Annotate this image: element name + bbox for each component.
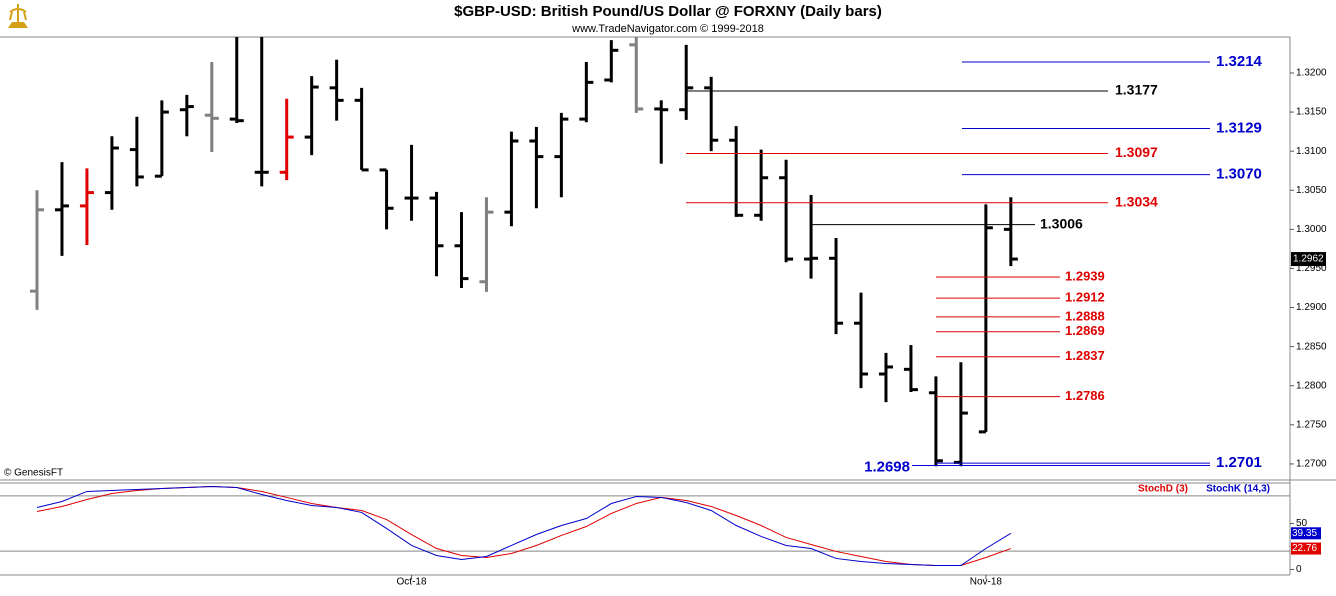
y-tick-label: 1.2950 <box>1296 263 1327 274</box>
last-value-label: 39.35 <box>1292 528 1317 539</box>
last-value-box <box>1291 527 1321 540</box>
level-label: 1.3097 <box>1115 144 1158 160</box>
y-tick-label: 50 <box>1296 518 1308 529</box>
last-price-label: 1.2962 <box>1293 254 1324 265</box>
level-label: 1.3034 <box>1115 193 1158 209</box>
last-value-box <box>1291 542 1321 555</box>
x-tick-label: Nov-18 <box>970 577 1003 588</box>
y-tick-label: 0 <box>1296 564 1302 575</box>
y-tick-label: 1.3000 <box>1296 224 1327 235</box>
level-label: 1.2837 <box>1065 348 1105 363</box>
level-label: 1.2912 <box>1065 290 1105 305</box>
y-tick-label: 1.2800 <box>1296 380 1327 391</box>
y-tick-label: 1.2750 <box>1296 419 1327 430</box>
level-label: 1.2698 <box>864 458 910 475</box>
level-label: 1.3177 <box>1115 82 1158 98</box>
y-tick-label: 1.2900 <box>1296 302 1327 313</box>
level-label: 1.2701 <box>1216 454 1262 471</box>
level-label: 1.3070 <box>1216 166 1262 183</box>
overlay: 1.2700 1.2750 1.2800 1.2850 1.2900 1.2950 1.30… <box>397 53 1327 588</box>
source: © GenesisFT <box>4 468 63 479</box>
legend-label: StochD (3) <box>1138 484 1188 495</box>
level-label: 1.3129 <box>1216 119 1262 136</box>
level-label: 1.3214 <box>1216 53 1263 70</box>
level-label: 1.2786 <box>1065 388 1105 403</box>
y-tick-label: 1.3050 <box>1296 185 1327 196</box>
y-tick-label: 1.2850 <box>1296 341 1327 352</box>
stoch-panel: 0 50 StochD (3) 22.76 StochK (14,3) 39.35 <box>0 484 1321 575</box>
last-value-label: 22.76 <box>1292 543 1317 554</box>
chart-title: $GBP-USD: British Pound/US Dollar @ FORX… <box>454 3 882 20</box>
legend-label: StochK (14,3) <box>1206 484 1270 495</box>
last-price-box <box>1291 252 1326 267</box>
chart-subtitle: www.TradeNavigator.com © 1999-2018 <box>571 23 764 35</box>
y-tick-label: 1.3100 <box>1296 146 1327 157</box>
y-tick-label: 1.3200 <box>1296 68 1327 79</box>
level-label: 1.3006 <box>1040 215 1083 231</box>
level-label: 1.2869 <box>1065 323 1105 338</box>
level-label: 1.2939 <box>1065 268 1105 283</box>
y-tick-label: 1.3150 <box>1296 107 1327 118</box>
y-tick-label: 1.2700 <box>1296 459 1327 470</box>
stoch-line <box>36 485 1012 567</box>
price-panel <box>30 37 1018 467</box>
logo <box>8 4 28 28</box>
x-tick-label: Oct-18 <box>397 577 427 588</box>
level-label: 1.2888 <box>1065 308 1105 323</box>
